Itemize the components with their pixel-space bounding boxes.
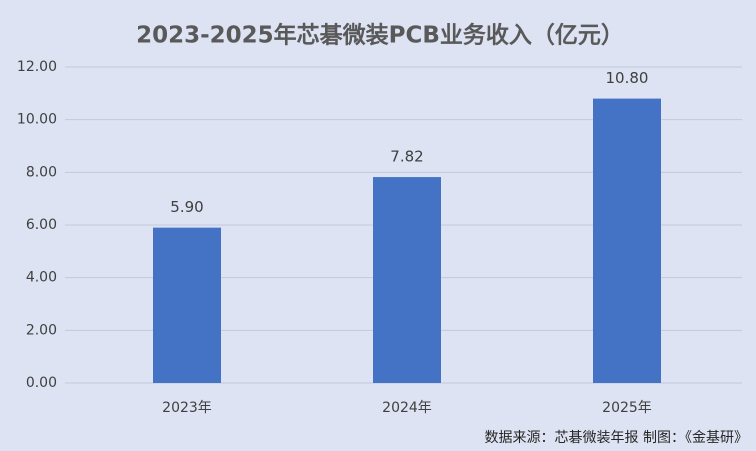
- bar: [373, 177, 441, 383]
- y-tick-label: 2.00: [26, 322, 57, 338]
- y-tick-label: 8.00: [26, 164, 57, 180]
- x-tick-label: 2023年: [162, 400, 212, 416]
- y-tick-label: 6.00: [26, 217, 57, 233]
- x-tick-label: 2024年: [382, 400, 432, 416]
- x-tick-label: 2025年: [602, 400, 652, 416]
- value-label: 5.90: [170, 198, 203, 216]
- y-tick-label: 10.00: [17, 112, 57, 128]
- bar: [593, 98, 661, 383]
- value-label: 7.82: [390, 148, 423, 166]
- y-tick-label: 0.00: [26, 375, 57, 391]
- bar: [153, 227, 221, 383]
- source-note: 数据来源：芯碁微装年报 制图：《金基研》: [485, 429, 748, 446]
- chart-title: 2023-2025年芯碁微装PCB业务收入（亿元）: [136, 22, 624, 49]
- y-tick-label: 12.00: [17, 59, 57, 75]
- y-tick-label: 4.00: [26, 270, 57, 286]
- value-label: 10.80: [606, 69, 649, 87]
